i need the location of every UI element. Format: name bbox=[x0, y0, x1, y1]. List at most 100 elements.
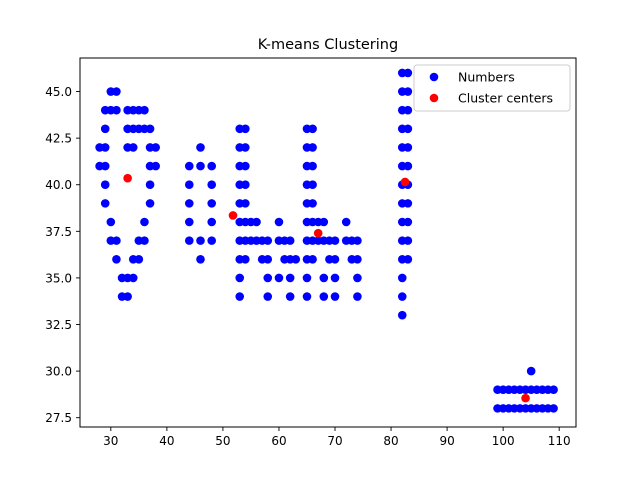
plot-frame bbox=[79, 57, 577, 428]
number-point bbox=[241, 254, 250, 264]
y-tick-label: 37.5 bbox=[45, 225, 72, 239]
data-points bbox=[95, 68, 558, 413]
number-point bbox=[184, 217, 194, 227]
number-point bbox=[184, 199, 194, 208]
number-point bbox=[308, 161, 317, 171]
number-point bbox=[100, 199, 110, 208]
x-tick-label: 70 bbox=[327, 434, 342, 448]
number-point bbox=[263, 273, 273, 283]
number-point bbox=[263, 254, 273, 264]
number-point bbox=[397, 273, 407, 283]
x-tick-label: 110 bbox=[548, 434, 571, 448]
number-point bbox=[100, 143, 110, 152]
number-point bbox=[308, 254, 317, 264]
number-point bbox=[241, 161, 250, 171]
number-point bbox=[145, 180, 155, 190]
number-point bbox=[112, 236, 121, 245]
chart-title: K-means Clustering bbox=[258, 37, 398, 53]
number-point bbox=[252, 217, 261, 227]
number-point bbox=[184, 161, 194, 171]
number-point bbox=[235, 292, 245, 301]
number-point bbox=[274, 273, 284, 283]
number-point bbox=[196, 236, 205, 245]
number-point bbox=[128, 143, 138, 152]
number-point bbox=[319, 273, 329, 283]
number-point bbox=[241, 124, 250, 134]
y-axis: 27.5 30.0 32.5 35.0 37.5 40.0 42.5 45.0 bbox=[45, 85, 80, 425]
y-tick-label: 45.0 bbox=[45, 85, 72, 99]
legend-marker bbox=[429, 93, 439, 103]
number-point bbox=[241, 180, 250, 190]
x-tick-label: 40 bbox=[159, 434, 174, 448]
number-point bbox=[112, 254, 121, 264]
number-point bbox=[274, 217, 284, 227]
number-point bbox=[241, 199, 250, 208]
number-point bbox=[330, 236, 340, 245]
number-point bbox=[207, 217, 217, 227]
number-point bbox=[207, 199, 217, 208]
number-point bbox=[302, 292, 312, 301]
y-tick-label: 27.5 bbox=[45, 411, 72, 425]
number-point bbox=[403, 143, 413, 152]
number-point bbox=[241, 143, 250, 152]
cluster-center-point bbox=[313, 228, 323, 238]
number-point bbox=[145, 199, 155, 208]
number-point bbox=[319, 292, 329, 301]
number-point bbox=[134, 254, 144, 264]
x-tick-label: 50 bbox=[215, 434, 230, 448]
number-point bbox=[151, 161, 160, 171]
number-point bbox=[353, 292, 362, 301]
number-point bbox=[403, 161, 413, 171]
number-point bbox=[196, 254, 205, 264]
cluster-center-point bbox=[521, 393, 530, 403]
number-point bbox=[106, 217, 116, 227]
number-point bbox=[403, 87, 413, 96]
number-point bbox=[403, 217, 413, 227]
number-point bbox=[100, 180, 110, 190]
number-point bbox=[403, 199, 413, 208]
y-tick-label: 40.0 bbox=[45, 178, 72, 192]
number-point bbox=[285, 292, 295, 301]
x-tick-label: 90 bbox=[439, 434, 454, 448]
number-point bbox=[397, 310, 407, 320]
number-point bbox=[397, 292, 407, 301]
number-point bbox=[285, 273, 295, 283]
cluster-center-point bbox=[228, 211, 238, 220]
number-point bbox=[353, 236, 362, 245]
x-tick-label: 80 bbox=[383, 434, 398, 448]
number-point bbox=[100, 161, 110, 171]
number-point bbox=[549, 404, 558, 413]
number-point bbox=[403, 124, 413, 134]
number-point bbox=[353, 254, 362, 264]
number-point bbox=[308, 124, 317, 134]
y-tick-label: 35.0 bbox=[45, 271, 72, 285]
number-point bbox=[302, 273, 312, 283]
number-point bbox=[308, 199, 317, 208]
number-point bbox=[330, 292, 340, 301]
legend-box bbox=[413, 64, 571, 112]
number-point bbox=[196, 161, 205, 171]
number-point bbox=[123, 292, 132, 301]
number-point bbox=[196, 143, 205, 152]
number-point bbox=[184, 180, 194, 190]
number-point bbox=[319, 217, 329, 227]
x-tick-label: 100 bbox=[492, 434, 515, 448]
number-point bbox=[184, 236, 194, 245]
number-point bbox=[308, 143, 317, 152]
number-point bbox=[207, 180, 217, 190]
number-point bbox=[403, 236, 413, 245]
y-tick-label: 32.5 bbox=[45, 318, 72, 332]
number-point bbox=[151, 143, 160, 152]
number-point bbox=[403, 105, 413, 115]
x-axis: 30 40 50 60 70 80 90 100 110 bbox=[103, 427, 571, 448]
number-point bbox=[140, 217, 149, 227]
number-point bbox=[128, 273, 138, 283]
number-point bbox=[263, 236, 273, 245]
number-point bbox=[353, 273, 362, 283]
number-point bbox=[207, 161, 217, 171]
number-point bbox=[330, 273, 340, 283]
plot-area bbox=[79, 57, 577, 428]
x-tick-label: 30 bbox=[103, 434, 118, 448]
number-point bbox=[100, 124, 110, 134]
